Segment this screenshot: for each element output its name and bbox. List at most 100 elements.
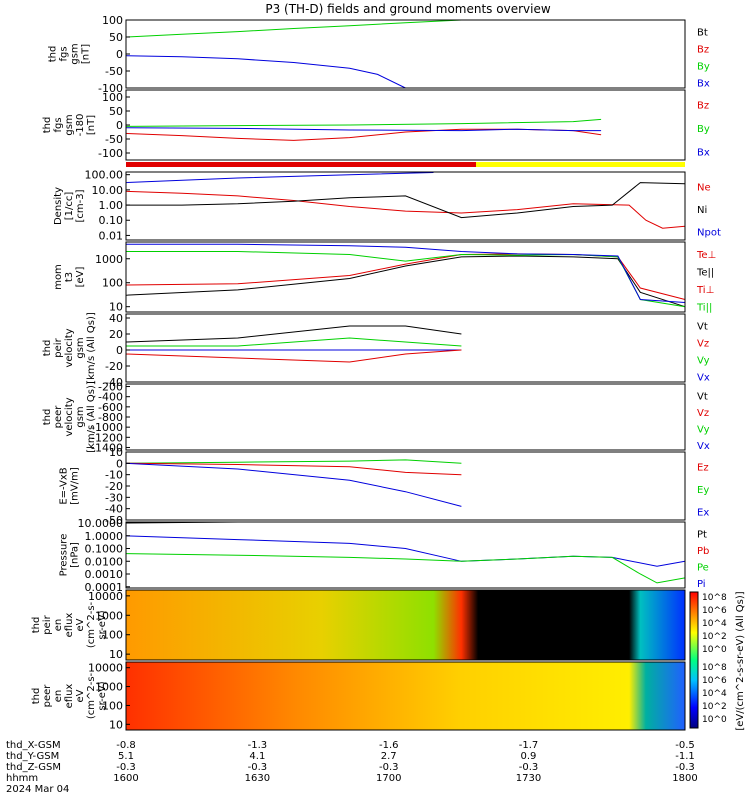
series-line-Te⊥ [125, 253, 686, 300]
y-tick-label: 10000 [88, 590, 123, 603]
legend-entry: Bt [697, 28, 708, 39]
series-line-Ni [126, 182, 686, 219]
x-axis-tick-label: 1700 [376, 773, 401, 784]
colorbar-tick-label: 10^2 [702, 702, 727, 712]
panels: 100500-50-100thdfgsgsm[nT]BtBzByBx100500… [31, 14, 746, 731]
series-line-Bz [125, 128, 602, 141]
y-axis-label-line: peir [53, 337, 64, 357]
y-tick-label: 0.1000 [85, 543, 124, 556]
x-axis-tick-label: 1630 [245, 773, 270, 784]
y-axis-label-line: thd [42, 409, 53, 426]
colorbar-label: [eV/(cm^2-s-sr-eV) (All Qs)] [735, 591, 746, 730]
legend-entry: Ne [697, 182, 711, 193]
y-tick-label: -400 [98, 391, 123, 404]
x-axis-date: 2024 Mar 04 [6, 784, 69, 795]
y-tick-label: 10 [109, 718, 123, 731]
y-tick-label: 1.00 [99, 199, 124, 212]
mode-bar-yellow [476, 162, 685, 167]
legend-entry: Vt [697, 391, 708, 402]
colorbar-tick-label: 10^8 [702, 663, 727, 673]
y-tick-label: 10 [109, 446, 123, 459]
panel-frame [125, 521, 686, 589]
y-axis-label-line: [cm-3] [75, 189, 86, 222]
colorbar-tick-label: 10^2 [702, 632, 727, 642]
legend-entry: Te⊥ [696, 250, 716, 261]
legend-entry: Vx [697, 373, 710, 384]
legend-entry: Vy [697, 356, 710, 367]
colorbar-tick-label: 10^0 [702, 715, 727, 725]
panel-eflux_e: 10000100010010thdpeerenefluxeV(cm^2-s-sr… [31, 661, 686, 731]
y-tick-label: 10.00 [92, 184, 124, 197]
y-axis-label: thdpeirenefluxeV(cm^2-s-sr-eV) [31, 601, 108, 648]
series-line-Npot [125, 172, 434, 184]
series-line-Ez [125, 462, 462, 476]
series-line-By [125, 118, 602, 127]
x-axis-tick-label: 1600 [113, 773, 138, 784]
y-tick-label: 100 [102, 14, 123, 27]
legend-entry: Ez [697, 462, 709, 473]
y-axis-label-line: thd [42, 340, 53, 357]
colorbar-strip [689, 591, 699, 729]
panel-temp: 1000 100 10 momt3[eV] Te⊥ Te|| Ti⊥ Ti|| [53, 241, 716, 314]
series-line-Ti|| [126, 251, 686, 308]
y-axis-label-line: [mV/m] [70, 467, 81, 505]
y-axis-label: thdpeerenefluxeV(cm^2-s-sr-eV) [31, 672, 108, 719]
y-tick-label: 100 [102, 699, 123, 712]
y-tick-label: -50 [105, 65, 123, 78]
y-axis-label: thdpeirvelocitygsm[km/s (All Qs)] [42, 312, 97, 384]
y-axis-label: Density[1/cc][cm-3] [53, 187, 86, 225]
x-axis-tick-label: -0.3 [675, 762, 695, 773]
colorbar-tick-label: 10^6 [702, 606, 727, 616]
y-axis-label-line: en [53, 619, 64, 632]
legend-entry: Te|| [696, 267, 714, 278]
y-axis-label-line: gsm [75, 337, 86, 358]
legend-entry: Bz [697, 45, 709, 56]
colorbar-tick-label: 10^4 [702, 619, 727, 629]
y-tick-label: 10 [109, 648, 123, 661]
panel-vel_i: 40 20 0 -20 -40 thdpeirvelocitygsm[km/s (All … [42, 312, 710, 389]
y-tick-label: 0.0010 [85, 568, 124, 581]
series-line-Te|| [125, 255, 686, 308]
legend-entry: Vy [697, 424, 710, 435]
series-line-Ex [125, 462, 462, 507]
heatmap-fill [126, 662, 685, 730]
panel-frame [125, 661, 686, 731]
series-line-Vz [125, 349, 462, 363]
colorbar: [eV/(cm^2-s-sr-eV) (All Qs)] 10^8 10^6 10^4… [689, 591, 746, 731]
panel-eflux_i: 10000100010010thdpeirenefluxeV(cm^2-s-sr… [31, 589, 686, 661]
y-axis-label-line: t3 [64, 272, 75, 282]
legend-entry: Vz [697, 339, 709, 350]
panel-frame [125, 89, 686, 161]
y-tick-label: -600 [98, 401, 123, 414]
y-axis-label-line: [nT] [81, 44, 92, 64]
y-tick-label: 0 [116, 344, 123, 357]
legend-entry: Ni [697, 205, 707, 216]
panel-frame [125, 241, 686, 313]
series-line-Pe [125, 553, 686, 584]
legend-entry: Npot [697, 228, 721, 239]
x-axis-tick-label: 2.7 [381, 751, 397, 762]
y-tick-label: 0 [116, 48, 123, 61]
y-axis-label-line: en [53, 690, 64, 703]
y-axis-label-line: peir [42, 614, 53, 634]
y-axis-label-line: [km/s (All Qs)] [86, 312, 97, 384]
y-tick-label: -40 [105, 503, 123, 516]
x-axis: thd_X-GSM -0.8 -1.3 -1.6 -1.7 -0.5 thd_Y-GSM 5.… [6, 740, 698, 795]
y-axis-label-line: [km/s (All Qs)] [86, 381, 97, 453]
panel-frame [125, 19, 686, 89]
y-axis-label-line: [1/cc] [64, 192, 75, 221]
y-axis-label-line: fgs [53, 117, 64, 132]
legend-entry: By [697, 124, 710, 135]
y-tick-label: -100 [98, 82, 123, 95]
y-tick-label: 100 [102, 91, 123, 104]
heatmap-eflux_i [126, 590, 685, 660]
y-tick-label: 0.0100 [85, 555, 124, 568]
y-tick-label: 0.0001 [85, 581, 124, 594]
legend-entry: Pb [697, 546, 709, 557]
y-axis-label: momt3[eV] [53, 264, 86, 290]
y-axis-label-line: gsm [70, 43, 81, 64]
heatmap-eflux_e [126, 662, 685, 730]
